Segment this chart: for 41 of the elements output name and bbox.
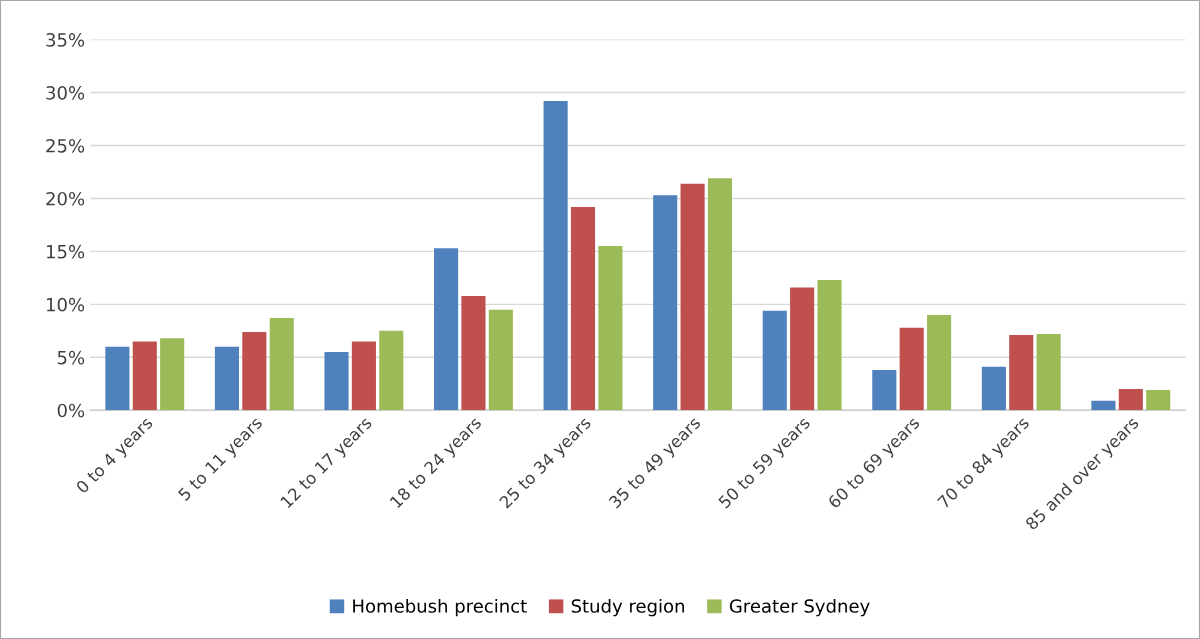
bar xyxy=(817,279,842,411)
bar xyxy=(461,295,486,411)
bar xyxy=(160,338,185,411)
bar xyxy=(351,341,376,411)
bar xyxy=(1009,335,1034,411)
bar xyxy=(105,346,130,411)
bar xyxy=(379,330,404,411)
bar xyxy=(680,183,705,411)
bar xyxy=(1146,390,1171,411)
bar xyxy=(269,318,294,411)
bar xyxy=(899,327,924,411)
bar xyxy=(570,206,596,411)
legend-label: Greater Sydney xyxy=(729,598,870,617)
y-tick-label: 30% xyxy=(46,86,85,100)
bar xyxy=(434,248,459,411)
bar xyxy=(1036,334,1061,411)
y-tick-label: 0% xyxy=(57,403,85,418)
bar xyxy=(242,331,267,411)
y-tick-label: 20% xyxy=(46,191,85,206)
bar xyxy=(1118,389,1143,411)
bar xyxy=(872,370,897,411)
bar xyxy=(132,341,157,411)
bar xyxy=(762,310,787,411)
y-tick-label: 10% xyxy=(46,297,85,312)
bar xyxy=(324,352,349,411)
y-tick-label: 35% xyxy=(46,33,85,47)
bar xyxy=(543,101,568,411)
bar xyxy=(790,287,815,411)
bar xyxy=(707,178,733,411)
y-tick-label: 25% xyxy=(46,138,85,153)
bar xyxy=(598,246,623,411)
bar xyxy=(981,366,1006,411)
y-tick-label: 5% xyxy=(57,350,85,365)
y-tick-label: 15% xyxy=(46,244,85,259)
bar xyxy=(214,346,239,411)
legend-label: Homebush precinct xyxy=(353,598,527,617)
bar xyxy=(1091,400,1116,411)
bar xyxy=(927,314,952,411)
legend-label: Study region xyxy=(571,598,684,617)
bar xyxy=(488,309,513,411)
bar xyxy=(653,195,678,411)
